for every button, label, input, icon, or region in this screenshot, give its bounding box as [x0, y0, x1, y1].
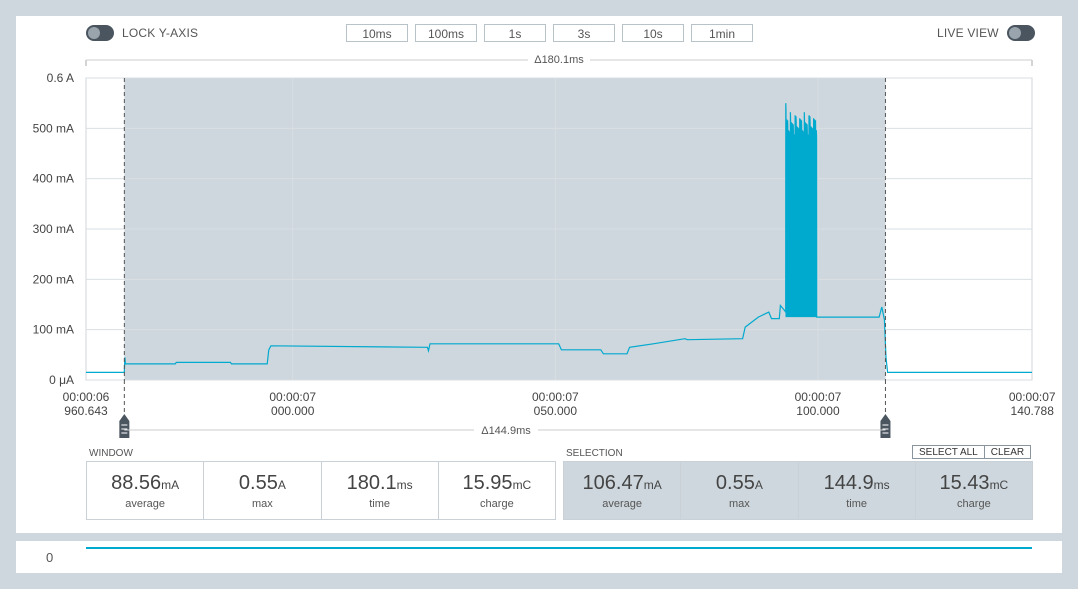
selection-time-unit: ms: [873, 478, 890, 492]
minimap-panel[interactable]: 0: [16, 541, 1062, 573]
window-stats: 88.56mA average 0.55A max 180.1ms time 1…: [86, 461, 556, 520]
window-delta-label: Δ180.1ms: [534, 54, 584, 66]
window-average-stat: 88.56mA average: [87, 462, 205, 519]
select-all-button[interactable]: SELECT ALL: [912, 445, 985, 459]
selection-max-stat: 0.55A max: [681, 462, 799, 519]
lock-y-axis-switch[interactable]: [86, 25, 114, 41]
clear-button[interactable]: CLEAR: [984, 445, 1032, 459]
y-tick-label: 200 mA: [33, 272, 74, 286]
lock-y-axis-label: LOCK Y-AXIS: [122, 26, 199, 40]
selection-charge-stat: 15.43mC charge: [916, 462, 1032, 519]
selection-average-unit: mA: [643, 478, 662, 492]
window-max-value: 0.55: [238, 472, 278, 494]
selection-average-caption: average: [602, 498, 642, 510]
selection-average-value: 106.47: [582, 472, 644, 494]
y-tick-label: 300 mA: [33, 222, 74, 236]
selection-max-caption: max: [728, 498, 750, 510]
zoom-10s-button[interactable]: 10s: [622, 24, 684, 42]
window-average-unit: mA: [161, 478, 180, 492]
window-average-value: 88.56: [111, 472, 162, 494]
y-tick-label: 0 μA: [49, 373, 74, 387]
y-tick-label: 500 mA: [33, 121, 74, 135]
window-label: WINDOW: [89, 448, 133, 459]
x-tick-ms: 000.000: [271, 404, 315, 418]
x-tick-ms: 050.000: [534, 404, 578, 418]
x-tick-ms: 140.788: [1011, 404, 1055, 418]
selection-handle-icon[interactable]: [880, 414, 891, 438]
window-max-stat: 0.55A max: [204, 462, 322, 519]
window-time-caption: time: [369, 498, 391, 510]
current-chart[interactable]: Δ180.1ms 0 μA 100 mA 200 mA 300 mA 400 mA 500…: [0, 0, 1078, 445]
selection-max-value: 0.55: [715, 472, 755, 494]
current-trace: [86, 103, 1032, 373]
selection-time-value: 144.9: [823, 472, 874, 494]
zoom-10ms-button[interactable]: 10ms: [346, 24, 408, 42]
zoom-1min-button[interactable]: 1min: [691, 24, 753, 42]
x-tick-time: 00:00:07: [1009, 390, 1056, 404]
window-charge-value: 15.95: [462, 472, 513, 494]
x-tick-ms: 960.643: [64, 404, 108, 418]
selection-charge-value: 15.43: [939, 472, 990, 494]
window-time-value: 180.1: [346, 472, 397, 494]
selection-label: SELECTION: [566, 448, 623, 459]
selection-average-stat: 106.47mA average: [564, 462, 682, 519]
window-average-caption: average: [125, 498, 165, 510]
y-tick-label: 100 mA: [33, 323, 74, 337]
x-tick-ms: 100.000: [796, 404, 840, 418]
selection-charge-unit: mC: [989, 478, 1009, 492]
zoom-3s-button[interactable]: 3s: [553, 24, 615, 42]
x-tick-time: 00:00:07: [795, 390, 842, 404]
window-time-stat: 180.1ms time: [322, 462, 439, 519]
live-view-switch[interactable]: [1006, 25, 1035, 41]
lock-y-axis-toggle[interactable]: LOCK Y-AXIS: [86, 25, 198, 41]
window-charge-unit: mC: [512, 478, 532, 492]
selection-handle-icon[interactable]: [119, 414, 130, 438]
selection-buttons: SELECT ALL CLEAR: [912, 445, 1032, 459]
window-max-unit: A: [277, 478, 286, 492]
x-tick-time: 00:00:07: [532, 390, 579, 404]
selection-time-caption: time: [846, 498, 868, 510]
selection-charge-caption: charge: [957, 498, 991, 510]
x-tick-time: 00:00:06: [63, 390, 110, 404]
window-charge-stat: 15.95mC charge: [439, 462, 555, 519]
y-tick-label: 400 mA: [33, 172, 74, 186]
y-tick-label: 0.6 A: [47, 71, 74, 85]
x-tick-time: 00:00:07: [269, 390, 316, 404]
window-time-unit: ms: [396, 478, 413, 492]
window-charge-caption: charge: [480, 498, 514, 510]
zoom-1s-button[interactable]: 1s: [484, 24, 546, 42]
live-view-label: LIVE VIEW: [937, 26, 999, 40]
selection-max-unit: A: [754, 478, 763, 492]
window-max-caption: max: [251, 498, 273, 510]
minimap-zero-label: 0: [46, 550, 54, 565]
selection-delta-label: Δ144.9ms: [481, 425, 531, 437]
live-view-toggle[interactable]: LIVE VIEW: [937, 25, 1035, 41]
selection-time-stat: 144.9ms time: [799, 462, 916, 519]
zoom-100ms-button[interactable]: 100ms: [415, 24, 477, 42]
zoom-button-group: 10ms 100ms 1s 3s 10s 1min: [346, 24, 753, 42]
minimap-trace: [86, 547, 1032, 549]
selection-stats: 106.47mA average 0.55A max 144.9ms time …: [563, 461, 1033, 520]
